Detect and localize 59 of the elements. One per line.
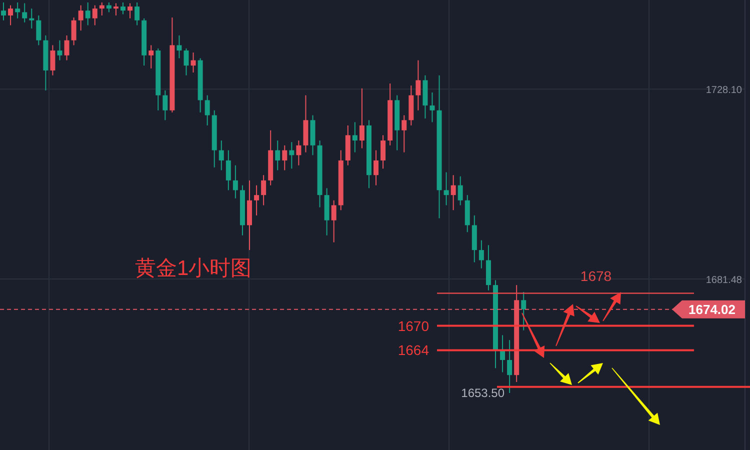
candlestick xyxy=(148,44,154,69)
candlestick xyxy=(36,14,42,46)
candlestick xyxy=(120,2,126,15)
candlestick xyxy=(430,92,435,123)
candlestick xyxy=(15,2,20,19)
candlestick xyxy=(190,52,196,73)
candlestick xyxy=(444,172,449,206)
candlestick xyxy=(85,2,90,26)
candlestick xyxy=(282,144,288,171)
candlestick xyxy=(128,2,133,19)
candlestick xyxy=(92,4,98,26)
text: 黄金1小时图 xyxy=(135,257,252,280)
candlestick xyxy=(134,2,140,26)
ref-line: 1664 xyxy=(398,342,694,358)
candlestick xyxy=(22,2,28,23)
ref-line-label: 1670 xyxy=(398,318,430,334)
candlestick xyxy=(289,142,294,170)
candlestick xyxy=(64,34,70,61)
candlestick xyxy=(359,88,364,149)
candlestick xyxy=(275,140,280,171)
candlestick xyxy=(50,44,56,76)
ref-line-label: 1674.02 xyxy=(688,302,736,317)
candlestick xyxy=(218,140,224,171)
candlestick xyxy=(106,2,112,13)
annotation: 1653.50 xyxy=(461,386,505,400)
candlestick xyxy=(57,40,62,61)
candlestick xyxy=(113,2,118,16)
ref-line: 1678 xyxy=(437,268,694,294)
ref-line: 1670 xyxy=(398,318,694,334)
candlestick xyxy=(204,94,210,126)
ref-line-label: 1678 xyxy=(580,268,612,284)
candlestick xyxy=(1,2,6,21)
candlestick xyxy=(226,150,231,191)
candlestick xyxy=(232,164,238,199)
candlestick xyxy=(176,34,182,59)
candlestick xyxy=(8,4,14,26)
candlestick xyxy=(261,174,266,206)
candlestick xyxy=(254,184,260,216)
candlestick xyxy=(402,114,407,153)
candlestick xyxy=(29,8,34,30)
y-tick-label: 1728.10 xyxy=(706,85,742,96)
candlestick xyxy=(71,17,76,46)
ref-line-label: 1664 xyxy=(398,342,430,358)
candlestick xyxy=(331,200,336,243)
candlestick xyxy=(450,174,456,211)
candlestick xyxy=(380,134,386,170)
candlestick xyxy=(78,4,84,32)
candlestick xyxy=(478,240,484,269)
y-tick-label: 1681.48 xyxy=(706,275,742,286)
candlestick xyxy=(162,90,168,121)
candlestick xyxy=(500,334,506,373)
candlestick xyxy=(99,2,104,16)
candlestick xyxy=(374,150,379,186)
candlestick xyxy=(507,340,512,394)
candlestick xyxy=(416,60,421,111)
candlestick xyxy=(296,140,302,166)
candlestick xyxy=(352,122,358,153)
candlestick xyxy=(184,48,189,76)
candlestick xyxy=(458,176,463,206)
